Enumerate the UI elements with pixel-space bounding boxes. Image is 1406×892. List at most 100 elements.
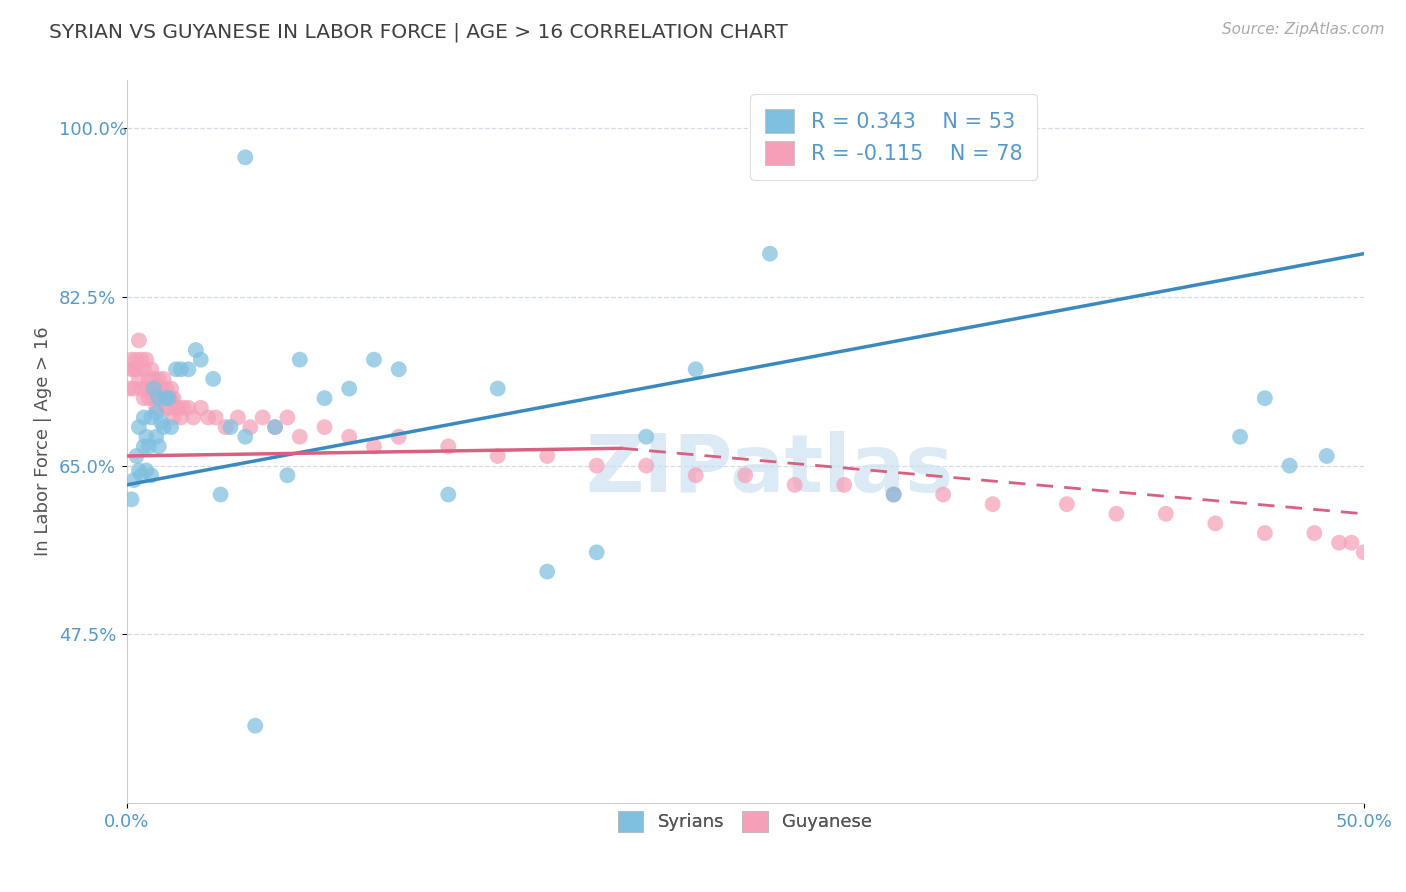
Point (585, 545, 607, 559)
Point (190, 401, 212, 415)
Point (155, 382, 177, 396)
Point (832, 478, 855, 492)
Point (162, 410, 184, 425)
Point (138, 439, 160, 453)
Point (148, 439, 170, 453)
Point (132, 439, 155, 453)
Point (288, 430, 311, 444)
Point (981, 497, 1004, 511)
Legend: Syrians, Guyanese: Syrians, Guyanese (606, 798, 884, 845)
Point (118, 382, 141, 396)
Point (636, 458, 658, 473)
Point (170, 362, 193, 376)
Point (160, 391, 183, 405)
Text: SYRIAN VS GUYANESE IN LABOR FORCE | AGE > 16 CORRELATION CHART: SYRIAN VS GUYANESE IN LABOR FORCE | AGE … (49, 22, 787, 42)
Point (160, 420, 183, 434)
Point (245, 719, 267, 733)
Point (122, 362, 145, 376)
Point (157, 391, 180, 405)
Point (141, 468, 163, 483)
Point (145, 382, 167, 396)
Point (148, 372, 170, 386)
Point (132, 362, 155, 376)
Point (152, 420, 174, 434)
Point (142, 372, 165, 386)
Point (1154, 507, 1177, 521)
Point (165, 362, 187, 376)
Point (157, 401, 180, 415)
Point (1056, 497, 1078, 511)
Point (288, 352, 311, 367)
Point (388, 430, 411, 444)
Point (783, 478, 806, 492)
Point (1353, 545, 1375, 559)
Point (204, 410, 226, 425)
Point (150, 382, 173, 396)
Point (883, 487, 905, 501)
Point (264, 420, 287, 434)
Point (121, 352, 143, 367)
Point (276, 468, 298, 483)
Point (1254, 526, 1277, 541)
Point (135, 352, 157, 367)
Point (1303, 526, 1326, 541)
Point (152, 391, 174, 405)
Point (141, 382, 163, 396)
Point (121, 362, 143, 376)
Point (165, 401, 187, 415)
Point (132, 410, 155, 425)
Point (190, 352, 212, 367)
Point (148, 391, 170, 405)
Point (183, 410, 205, 425)
Point (1204, 516, 1226, 531)
Point (145, 430, 167, 444)
Point (437, 439, 460, 453)
Point (122, 382, 145, 396)
Point (437, 487, 460, 501)
Point (177, 401, 200, 415)
Point (138, 391, 160, 405)
Point (131, 352, 153, 367)
Point (131, 382, 153, 396)
Point (121, 492, 143, 507)
Point (486, 449, 509, 463)
Point (536, 449, 558, 463)
Point (685, 362, 707, 376)
Point (1105, 507, 1128, 521)
Point (363, 352, 385, 367)
Point (125, 352, 148, 367)
Point (160, 382, 183, 396)
Point (122, 473, 145, 487)
Point (264, 420, 287, 434)
Y-axis label: In Labor Force | Age > 16: In Labor Force | Age > 16 (34, 326, 52, 557)
Point (142, 382, 165, 396)
Point (337, 430, 360, 444)
Point (233, 150, 256, 164)
Point (167, 401, 190, 415)
Point (135, 382, 157, 396)
Point (932, 487, 955, 501)
Point (314, 420, 336, 434)
Point (226, 410, 249, 425)
Point (685, 468, 707, 483)
Point (135, 430, 157, 444)
Point (536, 565, 558, 579)
Point (184, 343, 207, 357)
Point (148, 391, 170, 405)
Point (172, 401, 194, 415)
Point (252, 410, 274, 425)
Point (1229, 430, 1251, 444)
Point (177, 362, 200, 376)
Point (585, 458, 607, 473)
Point (1327, 535, 1350, 549)
Point (150, 415, 173, 429)
Text: ZIPatlas: ZIPatlas (586, 432, 955, 509)
Point (883, 487, 905, 501)
Point (157, 391, 180, 405)
Point (363, 439, 385, 453)
Point (125, 362, 148, 376)
Point (145, 406, 167, 420)
Point (131, 468, 153, 483)
Point (276, 410, 298, 425)
Point (239, 420, 262, 434)
